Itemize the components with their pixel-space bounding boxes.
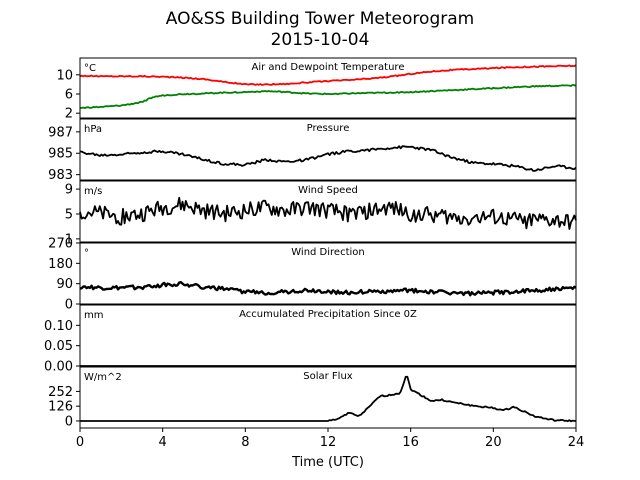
- unit-label: mm: [84, 310, 103, 321]
- panel-frame: [79, 118, 577, 181]
- chart-title: AO&SS Building Tower Meteorogram: [166, 9, 474, 29]
- x-tick-label: 4: [159, 435, 167, 450]
- y-tick-label: 270: [48, 237, 73, 252]
- panel-4: 0 90 180 270 ° Wind Direction: [48, 237, 577, 313]
- x-tick-label: 20: [485, 435, 502, 450]
- series-line-3-1: [79, 196, 577, 230]
- chart-date: 2015-10-04: [271, 30, 370, 50]
- panel-5: 0.00 0.05 0.10 mm Accumulated Precipitation …: [44, 304, 577, 375]
- x-tick-label: 16: [402, 435, 419, 450]
- panel-3: 1 5 9 m/s Wind Speed: [65, 180, 577, 247]
- unit-label: °: [84, 248, 89, 259]
- y-tick-label: 5: [65, 207, 73, 222]
- y-tick-label: 0.05: [44, 339, 73, 354]
- y-tick-label: 987: [48, 125, 73, 140]
- x-tick-label: 24: [568, 435, 585, 450]
- y-tick-label: 0: [65, 414, 73, 429]
- panel-title: Accumulated Precipitation Since 0Z: [239, 309, 417, 320]
- panel-2: 983 985 987 hPa Pressure: [48, 118, 577, 183]
- unit-label: m/s: [84, 186, 102, 197]
- panel-frame: [79, 180, 577, 243]
- y-tick-label: 90: [56, 277, 73, 292]
- y-tick-label: 9: [65, 183, 73, 198]
- unit-label: °C: [84, 63, 96, 74]
- y-tick-label: 0.10: [44, 319, 73, 334]
- panel-frame: [79, 304, 577, 367]
- x-tick-label: 12: [320, 435, 337, 450]
- series-line-1-2: [79, 84, 577, 109]
- panel-frame: [79, 242, 577, 305]
- y-tick-label: 0: [65, 298, 73, 313]
- y-tick-label: 2: [65, 107, 73, 122]
- y-tick-label: 6: [65, 88, 73, 103]
- panel-1: 2 6 10 °C Air and Dewpoint Temperature: [56, 57, 577, 122]
- unit-label: W/m^2: [84, 372, 122, 383]
- y-tick-label: 126: [48, 400, 73, 415]
- x-axis-label: Time (UTC): [291, 455, 364, 470]
- y-tick-label: 252: [48, 385, 73, 400]
- panel-frame: [79, 57, 577, 119]
- panel-title: Solar Flux: [303, 371, 353, 382]
- panel-title: Wind Direction: [291, 247, 365, 258]
- panel-title: Air and Dewpoint Temperature: [252, 62, 405, 73]
- x-tick-label: 0: [76, 435, 84, 450]
- series-line-4-1: [79, 281, 577, 297]
- y-tick-label: 983: [48, 168, 73, 183]
- series-line-1-1: [79, 64, 577, 86]
- y-tick-label: 985: [48, 147, 73, 162]
- panel-title: Pressure: [307, 123, 350, 134]
- series-line-2-1: [79, 145, 577, 172]
- y-tick-label: 180: [48, 257, 73, 272]
- panel-title: Wind Speed: [298, 185, 358, 196]
- x-tick-label: 8: [241, 435, 249, 450]
- series-line-6-1: [80, 375, 577, 423]
- y-tick-label: 10: [56, 68, 73, 83]
- unit-label: hPa: [84, 124, 102, 135]
- y-tick-label: 1: [65, 232, 73, 247]
- y-tick-label: 0.00: [44, 360, 73, 375]
